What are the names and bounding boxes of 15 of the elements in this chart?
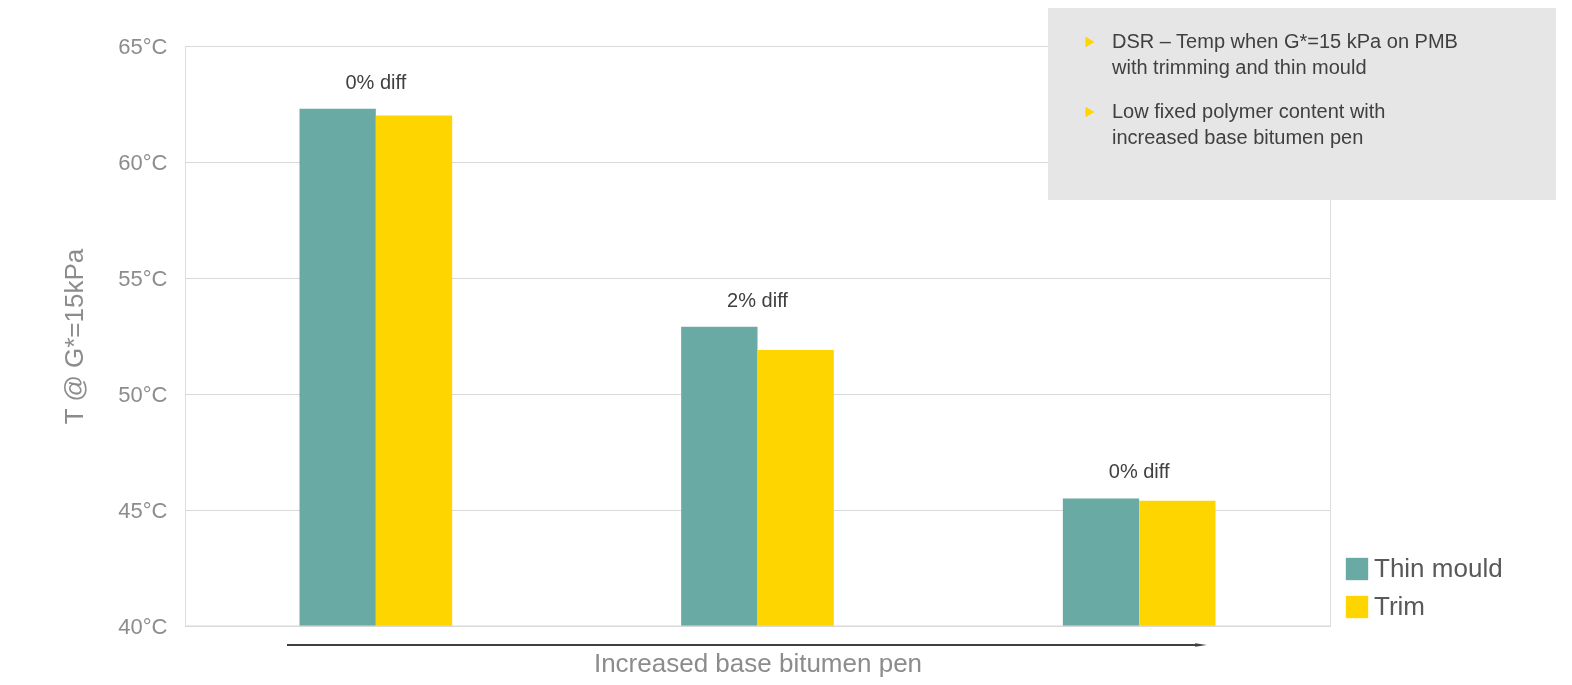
annotation: DSR – Temp when G*=15 kPa on PMB with trimming and thin mould [1111,30,1458,78]
annotation: 2% diff [727,288,789,311]
y-axis-title: T @ G*=15kPa [59,248,90,425]
legend-label: Trim [1374,591,1426,621]
annotation: 0% diff [1108,460,1170,483]
annotation: 0% diff [345,70,407,93]
y-tick-label: 50°C [118,381,168,407]
y-tick-label: 40°C [118,613,168,639]
y-tick-label: 45°C [118,497,168,523]
y-tick-label: 60°C [118,149,168,175]
y-tick-label: 55°C [118,265,168,291]
y-tick-label: 65°C [118,33,168,59]
x-axis-title: Increased base bitumen pen [593,647,923,678]
annotation: Low fixed polymer content with increased base bitumen pen [1112,100,1386,148]
legend-label: Thin mould [1374,553,1503,583]
